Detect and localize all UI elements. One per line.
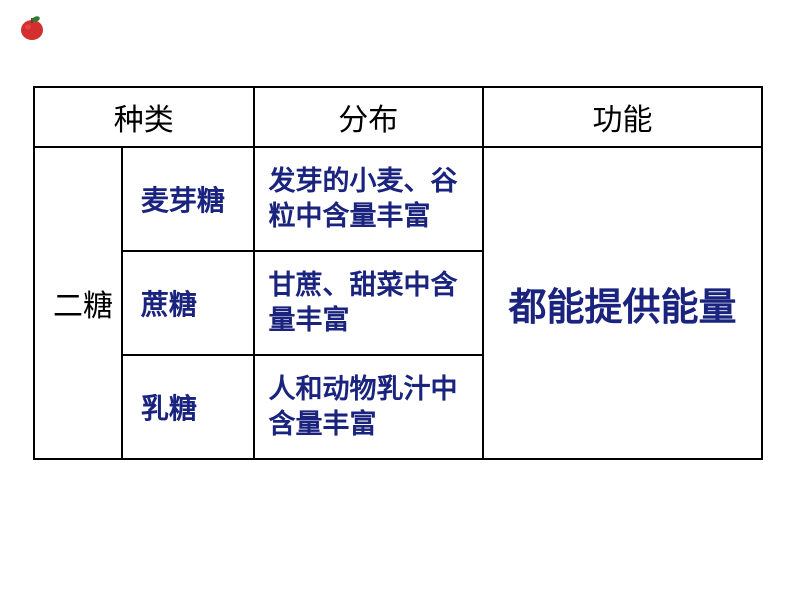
header-distribution: 分布 — [254, 87, 483, 147]
table-header-row: 种类 分布 功能 — [34, 87, 762, 147]
sugar-name: 乳糖 — [122, 355, 254, 459]
sugar-distribution: 发芽的小麦、谷粒中含量丰富 — [254, 147, 483, 251]
sugar-name: 麦芽糖 — [122, 147, 254, 251]
apple-icon — [16, 10, 48, 42]
function-cell: 都能提供能量 — [483, 147, 762, 459]
sugar-distribution: 人和动物乳汁中含量丰富 — [254, 355, 483, 459]
sugar-table: 种类 分布 功能 二糖 麦芽糖 发芽的小麦、谷粒中含量丰富 都能提供能量 蔗糖 … — [33, 86, 763, 460]
header-type: 种类 — [34, 87, 254, 147]
header-function: 功能 — [483, 87, 762, 147]
category-cell: 二糖 — [34, 147, 122, 459]
sugar-name: 蔗糖 — [122, 251, 254, 355]
table-row: 二糖 麦芽糖 发芽的小麦、谷粒中含量丰富 都能提供能量 — [34, 147, 762, 251]
sugar-distribution: 甘蔗、甜菜中含量丰富 — [254, 251, 483, 355]
